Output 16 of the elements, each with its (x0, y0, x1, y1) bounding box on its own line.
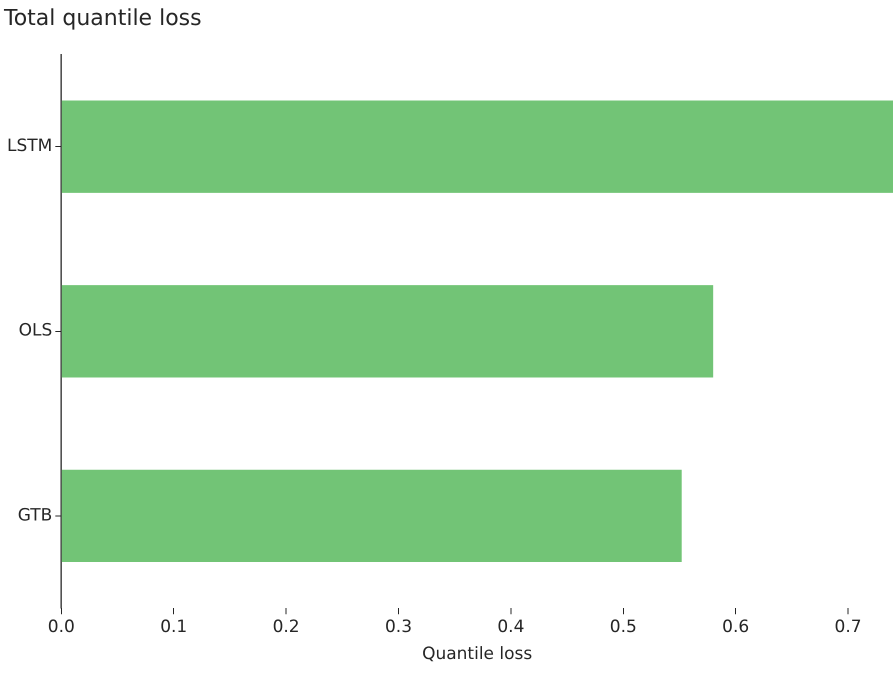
x-tick-label: 0.6 (722, 616, 750, 637)
x-tick-label: 0.2 (272, 616, 300, 637)
y-tick-label: OLS (18, 320, 52, 341)
chart-title: Total quantile loss (3, 6, 202, 31)
bar (62, 100, 893, 193)
bar (62, 470, 682, 562)
x-tick-label: 0.0 (48, 616, 75, 637)
y-tick-label: LSTM (6, 136, 52, 156)
x-tick-label: 0.4 (497, 616, 524, 637)
x-tick-label: 0.5 (610, 616, 637, 637)
bar (62, 285, 714, 378)
x-tick-label: 0.7 (834, 616, 862, 637)
y-tick-label: GTB (18, 505, 52, 526)
x-tick-label: 0.3 (384, 616, 412, 637)
x-axis-title: Quantile loss (422, 644, 532, 664)
x-tick-label: 0.1 (160, 616, 188, 637)
